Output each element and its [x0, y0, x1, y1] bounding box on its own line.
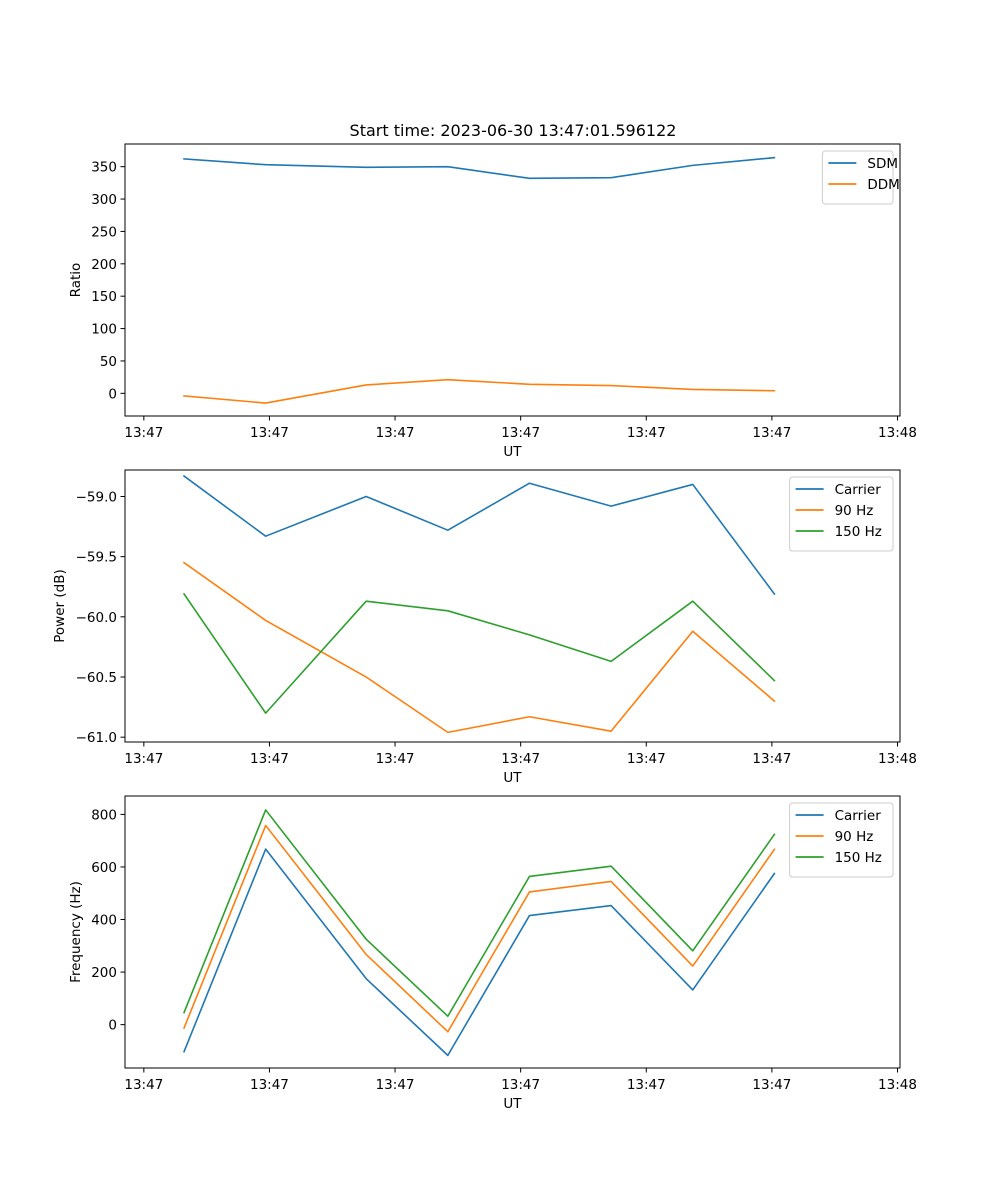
y-axis-label: Ratio — [68, 263, 84, 298]
y-tick-label: −59.0 — [76, 489, 117, 505]
x-tick-label: 13:47 — [376, 751, 415, 767]
legend: Carrier 90 Hz 150 Hz — [789, 476, 894, 552]
power-panel: 13:47 13:47 13:47 13:47 13:47 13:47 13:48 −61.0… — [52, 469, 917, 786]
x-tick-label: 13:47 — [501, 1077, 540, 1093]
y-tick-label: 600 — [91, 860, 117, 876]
x-tick-label: 13:47 — [124, 751, 163, 767]
y-axis-label: Power (dB) — [52, 569, 68, 642]
plot-frame — [124, 143, 901, 417]
y-tick-label: 200 — [91, 257, 117, 273]
legend-box — [821, 150, 894, 205]
x-tick-label: 13:47 — [124, 1077, 163, 1093]
y-tick-label: 350 — [91, 160, 117, 176]
legend: Carrier 90 Hz 150 Hz — [789, 802, 894, 878]
y-tick-label: −59.5 — [76, 550, 117, 566]
series-line-150-hz — [182, 592, 776, 714]
y-tick-label: −61.0 — [76, 730, 117, 746]
legend-label: 150 Hz — [835, 850, 882, 866]
legend-label: 90 Hz — [835, 829, 874, 845]
x-tick-label: 13:47 — [250, 1077, 289, 1093]
frequency-panel: 13:47 13:47 13:47 13:47 13:47 13:47 13:48 0 200 4… — [68, 795, 917, 1112]
series-line-sdm — [183, 156, 776, 180]
series-line-150-hz — [182, 809, 776, 1018]
legend-label: SDM — [867, 156, 898, 172]
legend-label: DDM — [867, 177, 899, 193]
y-tick-label: 300 — [91, 192, 117, 208]
y-axis-label: Frequency (Hz) — [68, 881, 84, 983]
legend-label: 150 Hz — [835, 524, 882, 540]
y-tick-label: 200 — [91, 965, 117, 981]
x-axis-label: UT — [503, 1096, 522, 1112]
legend-label: Carrier — [835, 482, 882, 498]
x-tick-label: 13:47 — [250, 425, 289, 441]
y-tick-label: 150 — [91, 289, 117, 305]
x-tick-label: 13:47 — [376, 425, 415, 441]
x-tick-label: 13:48 — [878, 1077, 917, 1093]
ratio-panel: 13:47 13:47 13:47 13:47 13:47 13:47 13:48 0 50 10… — [68, 143, 917, 460]
y-tick-label: −60.5 — [76, 670, 117, 686]
y-tick-label: −60.0 — [76, 610, 117, 626]
x-axis-label: UT — [503, 444, 522, 460]
x-tick-label: 13:47 — [627, 425, 666, 441]
x-tick-label: 13:47 — [752, 1077, 791, 1093]
legend-label: 90 Hz — [835, 503, 874, 519]
y-tick-label: 0 — [108, 386, 117, 402]
x-tick-label: 13:47 — [627, 751, 666, 767]
y-tick-label: 0 — [108, 1018, 117, 1034]
legend-box — [789, 802, 894, 878]
x-tick-label: 13:48 — [878, 751, 917, 767]
plot-frame — [124, 795, 901, 1069]
y-tick-label: 400 — [91, 913, 117, 929]
plot-frame — [124, 469, 901, 743]
legend-box — [789, 476, 894, 552]
x-tick-label: 13:47 — [124, 425, 163, 441]
panels: 13:47 13:47 13:47 13:47 13:47 13:47 13:48 0 50 10… — [52, 143, 917, 1112]
series-line-ddm — [183, 378, 776, 404]
x-tick-label: 13:47 — [250, 751, 289, 767]
x-tick-label: 13:47 — [376, 1077, 415, 1093]
y-tick-label: 800 — [91, 807, 117, 823]
series-line-90-hz — [182, 561, 776, 734]
x-tick-label: 13:47 — [627, 1077, 666, 1093]
x-tick-label: 13:47 — [752, 425, 791, 441]
y-tick-label: 50 — [100, 354, 117, 370]
x-axis-label: UT — [503, 770, 522, 786]
chart-title: Start time: 2023-06-30 13:47:01.596122 — [350, 121, 677, 140]
x-tick-label: 13:47 — [752, 751, 791, 767]
series-line-carrier — [182, 848, 776, 1057]
x-tick-label: 13:47 — [501, 425, 540, 441]
y-tick-label: 100 — [91, 322, 117, 338]
x-tick-label: 13:47 — [501, 751, 540, 767]
y-tick-label: 250 — [91, 224, 117, 240]
x-tick-label: 13:48 — [878, 425, 917, 441]
series-line-90-hz — [182, 824, 776, 1033]
legend-label: Carrier — [835, 808, 882, 824]
legend: SDM DDM — [821, 150, 900, 205]
series-line-carrier — [182, 474, 776, 596]
